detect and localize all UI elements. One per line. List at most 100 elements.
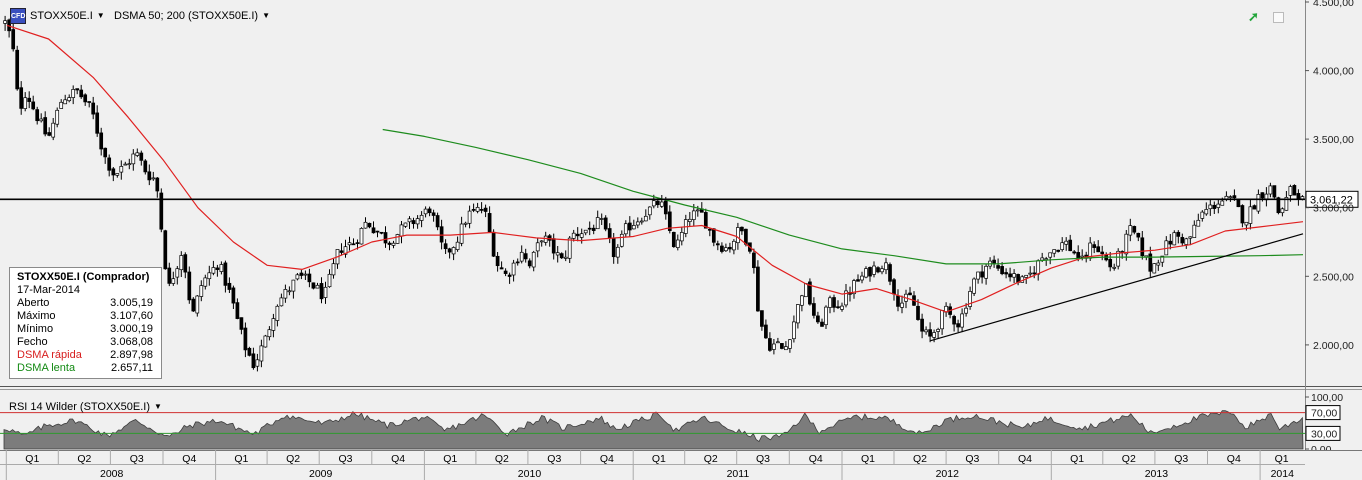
candle-body bbox=[960, 313, 964, 328]
candle-body bbox=[507, 274, 512, 277]
candle-body bbox=[1284, 197, 1289, 211]
candle-body bbox=[932, 332, 936, 338]
candle-body bbox=[175, 268, 180, 278]
candle-body bbox=[724, 247, 728, 252]
candle-body bbox=[127, 163, 132, 166]
quarter-label: Q1 bbox=[1275, 453, 1289, 465]
candle-body bbox=[135, 152, 140, 156]
candle-body bbox=[639, 220, 644, 223]
candle-body bbox=[423, 208, 428, 215]
candle-body bbox=[47, 132, 52, 136]
candle-body bbox=[115, 173, 120, 176]
candle-body bbox=[363, 221, 368, 229]
candle-body bbox=[271, 318, 276, 331]
indicator-selector[interactable]: DSMA 50; 200 (STOXX50E.I) ▼ bbox=[114, 8, 270, 24]
candle-body bbox=[147, 171, 152, 181]
rsi-axis-tick-label: 100,00 bbox=[1311, 392, 1343, 404]
candle-body bbox=[1200, 211, 1205, 219]
candle-body bbox=[1212, 204, 1217, 209]
candle-body bbox=[828, 297, 832, 308]
candle-body bbox=[323, 286, 328, 298]
candle-body bbox=[940, 310, 944, 330]
candle-body bbox=[75, 88, 80, 91]
candle-body bbox=[1180, 237, 1185, 244]
candle-body bbox=[447, 248, 452, 253]
year-label: 2012 bbox=[936, 468, 960, 480]
candle-body bbox=[1156, 262, 1161, 266]
candle-body bbox=[920, 318, 924, 332]
instrument-selector[interactable]: STOXX50E.I ▼ bbox=[30, 8, 105, 24]
candle-body bbox=[1100, 251, 1105, 255]
candle-body bbox=[587, 227, 592, 230]
candle-body bbox=[800, 295, 804, 306]
rsi-axis-tick-label: 30,00 bbox=[1311, 428, 1337, 440]
quarter-label: Q1 bbox=[1070, 453, 1084, 465]
candle-body bbox=[840, 305, 844, 310]
candle-body bbox=[155, 177, 160, 192]
trend-arrow-icon[interactable]: ➚ bbox=[1248, 9, 1259, 24]
candle-body bbox=[255, 359, 260, 367]
candle-body bbox=[539, 240, 544, 243]
candle-body bbox=[195, 295, 200, 314]
info-row-slow-ma: DSMA lenta 2.657,11 bbox=[17, 362, 161, 375]
info-label: Mínimo bbox=[17, 323, 54, 335]
candle-body bbox=[603, 217, 608, 230]
candle-body bbox=[1148, 253, 1153, 272]
cfd-instrument-icon[interactable]: CFD bbox=[10, 8, 26, 24]
rsi-axis-tick-label: 70,00 bbox=[1311, 408, 1337, 420]
candle-body bbox=[95, 112, 100, 134]
candle-body bbox=[972, 278, 976, 294]
candle-body bbox=[1256, 194, 1261, 212]
y-axis-tick-label: 4.000,00 bbox=[1313, 66, 1354, 78]
candle-body bbox=[772, 343, 776, 350]
quarter-label: Q2 bbox=[286, 453, 300, 465]
quarter-label: Q3 bbox=[756, 453, 770, 465]
candle-body bbox=[375, 230, 380, 233]
candle-body bbox=[976, 271, 980, 280]
candle-body bbox=[1036, 260, 1041, 275]
candle-body bbox=[315, 284, 320, 289]
info-value: 3.068,08 bbox=[110, 336, 153, 348]
candle-body bbox=[91, 102, 96, 115]
candle-body bbox=[707, 228, 712, 231]
candle-body bbox=[411, 220, 416, 225]
candle-body bbox=[1240, 205, 1245, 224]
candle-body bbox=[139, 152, 144, 161]
candle-body bbox=[615, 246, 620, 258]
candle-body bbox=[1140, 237, 1145, 257]
candle-body bbox=[756, 266, 760, 312]
candle-body bbox=[856, 279, 860, 282]
candle-body bbox=[896, 295, 900, 307]
support-trendline bbox=[930, 233, 1304, 342]
candle-body bbox=[43, 117, 48, 135]
info-row-low: Mínimo 3.000,19 bbox=[17, 323, 161, 336]
instrument-label: STOXX50E.I bbox=[30, 10, 93, 22]
info-row-open: Aberto 3.005,19 bbox=[17, 297, 161, 310]
candle-body bbox=[816, 315, 820, 323]
candle-body bbox=[864, 268, 868, 278]
candle-body bbox=[736, 227, 740, 244]
info-value: 3.000,19 bbox=[110, 323, 153, 335]
candle-body bbox=[1124, 233, 1129, 255]
candle-body bbox=[383, 232, 388, 244]
year-label: 2013 bbox=[1145, 468, 1169, 480]
candle-body bbox=[63, 99, 68, 105]
candle-body bbox=[535, 242, 540, 252]
candle-body bbox=[579, 233, 584, 238]
candle-body bbox=[387, 242, 392, 245]
candle-body bbox=[1192, 224, 1197, 238]
candle-body bbox=[575, 233, 580, 237]
price-panel-background bbox=[0, 0, 1305, 386]
current-price-label: 3.061,22 bbox=[1310, 194, 1353, 206]
candle-body bbox=[527, 260, 532, 267]
restore-window-icon[interactable] bbox=[1273, 12, 1284, 23]
candle-body bbox=[900, 302, 904, 308]
chevron-down-icon: ▼ bbox=[96, 11, 105, 20]
rsi-indicator-selector[interactable]: RSI 14 Wilder (STOXX50E.I) ▼ bbox=[9, 400, 162, 414]
info-value: 2.657,11 bbox=[110, 362, 153, 374]
candle-body bbox=[167, 267, 172, 284]
candle-body bbox=[263, 335, 268, 348]
candle-body bbox=[1012, 273, 1016, 278]
candle-body bbox=[1080, 255, 1085, 258]
